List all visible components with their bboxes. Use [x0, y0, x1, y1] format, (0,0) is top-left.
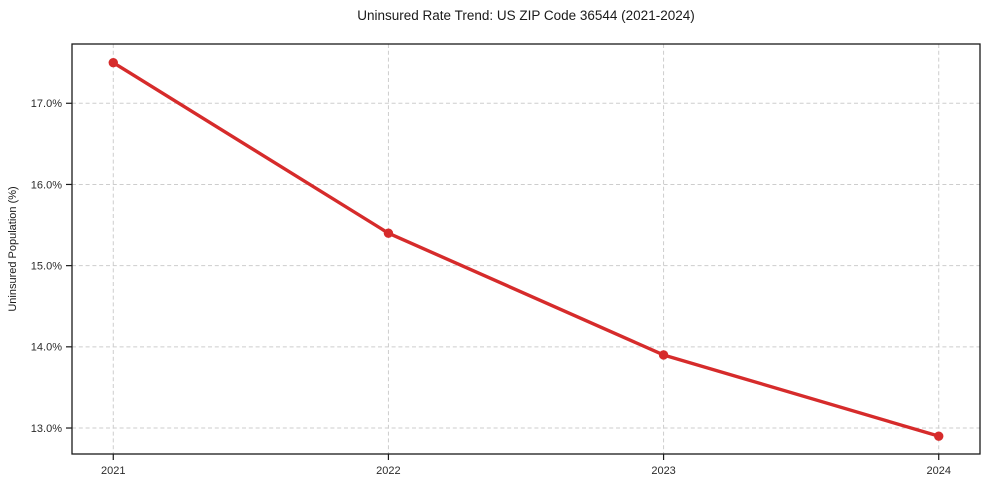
data-point-2023 — [658, 350, 669, 360]
y-tick-label: 14.0% — [31, 342, 62, 354]
y-tick-label: 13.0% — [31, 423, 62, 435]
chart-title: Uninsured Rate Trend: US ZIP Code 36544 … — [357, 8, 694, 23]
x-tick-label: 2024 — [926, 465, 950, 477]
x-tick-label: 2023 — [651, 465, 675, 477]
y-tick-label: 16.0% — [31, 179, 62, 191]
plot-border — [71, 43, 981, 455]
x-tick-label: 2021 — [101, 465, 125, 477]
chart-generated-layer: 2021 2022 2023 2024 13.0% 14.0% 15.0% 16.0% 17.0… — [31, 43, 981, 477]
y-axis-label: Uninsured Population (%) — [7, 186, 19, 311]
data-point-2024 — [934, 431, 944, 441]
data-point-2022 — [383, 228, 394, 238]
y-tick-label: 15.0% — [31, 260, 62, 272]
data-point-2021 — [108, 57, 118, 68]
x-tick-label: 2022 — [376, 465, 400, 477]
y-tick-label: 17.0% — [31, 98, 62, 110]
trend-line — [111, 60, 941, 438]
plot-background — [72, 44, 980, 454]
